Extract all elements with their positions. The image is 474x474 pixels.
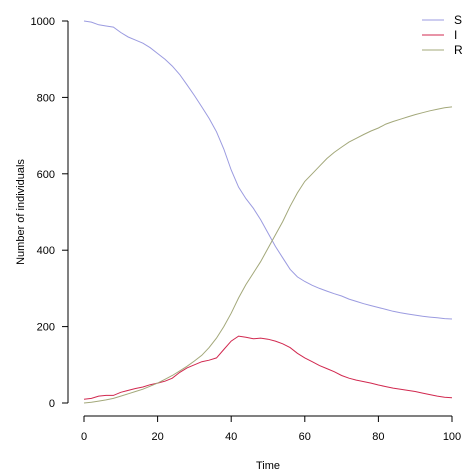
y-tick-label: 400 bbox=[37, 245, 55, 257]
y-tick-label: 200 bbox=[37, 322, 55, 334]
x-axis-ticks: 0 20 40 60 80 100 bbox=[81, 416, 461, 443]
legend-label-I: I bbox=[454, 28, 457, 42]
legend-label-S: S bbox=[454, 13, 462, 27]
y-axis-ticks: 0 200 400 600 800 1000 bbox=[31, 16, 68, 410]
y-tick-label: 600 bbox=[37, 169, 55, 181]
legend: SIR bbox=[422, 13, 463, 57]
series-line-R bbox=[83, 106, 453, 404]
x-tick-label: 100 bbox=[443, 431, 461, 443]
x-tick-label: 0 bbox=[81, 431, 87, 443]
y-tick-label: 1000 bbox=[31, 16, 55, 28]
y-tick-label: 0 bbox=[49, 398, 55, 410]
x-tick-label: 20 bbox=[151, 431, 163, 443]
series-lines bbox=[83, 20, 453, 404]
x-axis-title: Time bbox=[256, 460, 280, 472]
x-tick-label: 40 bbox=[225, 431, 237, 443]
legend-label-R: R bbox=[454, 43, 463, 57]
x-tick-label: 60 bbox=[299, 431, 311, 443]
x-tick-label: 80 bbox=[372, 431, 384, 443]
y-tick-label: 800 bbox=[37, 92, 55, 104]
series-line-I bbox=[83, 335, 453, 400]
y-axis-title: Number of individuals bbox=[15, 159, 27, 265]
series-line-S bbox=[83, 20, 453, 320]
